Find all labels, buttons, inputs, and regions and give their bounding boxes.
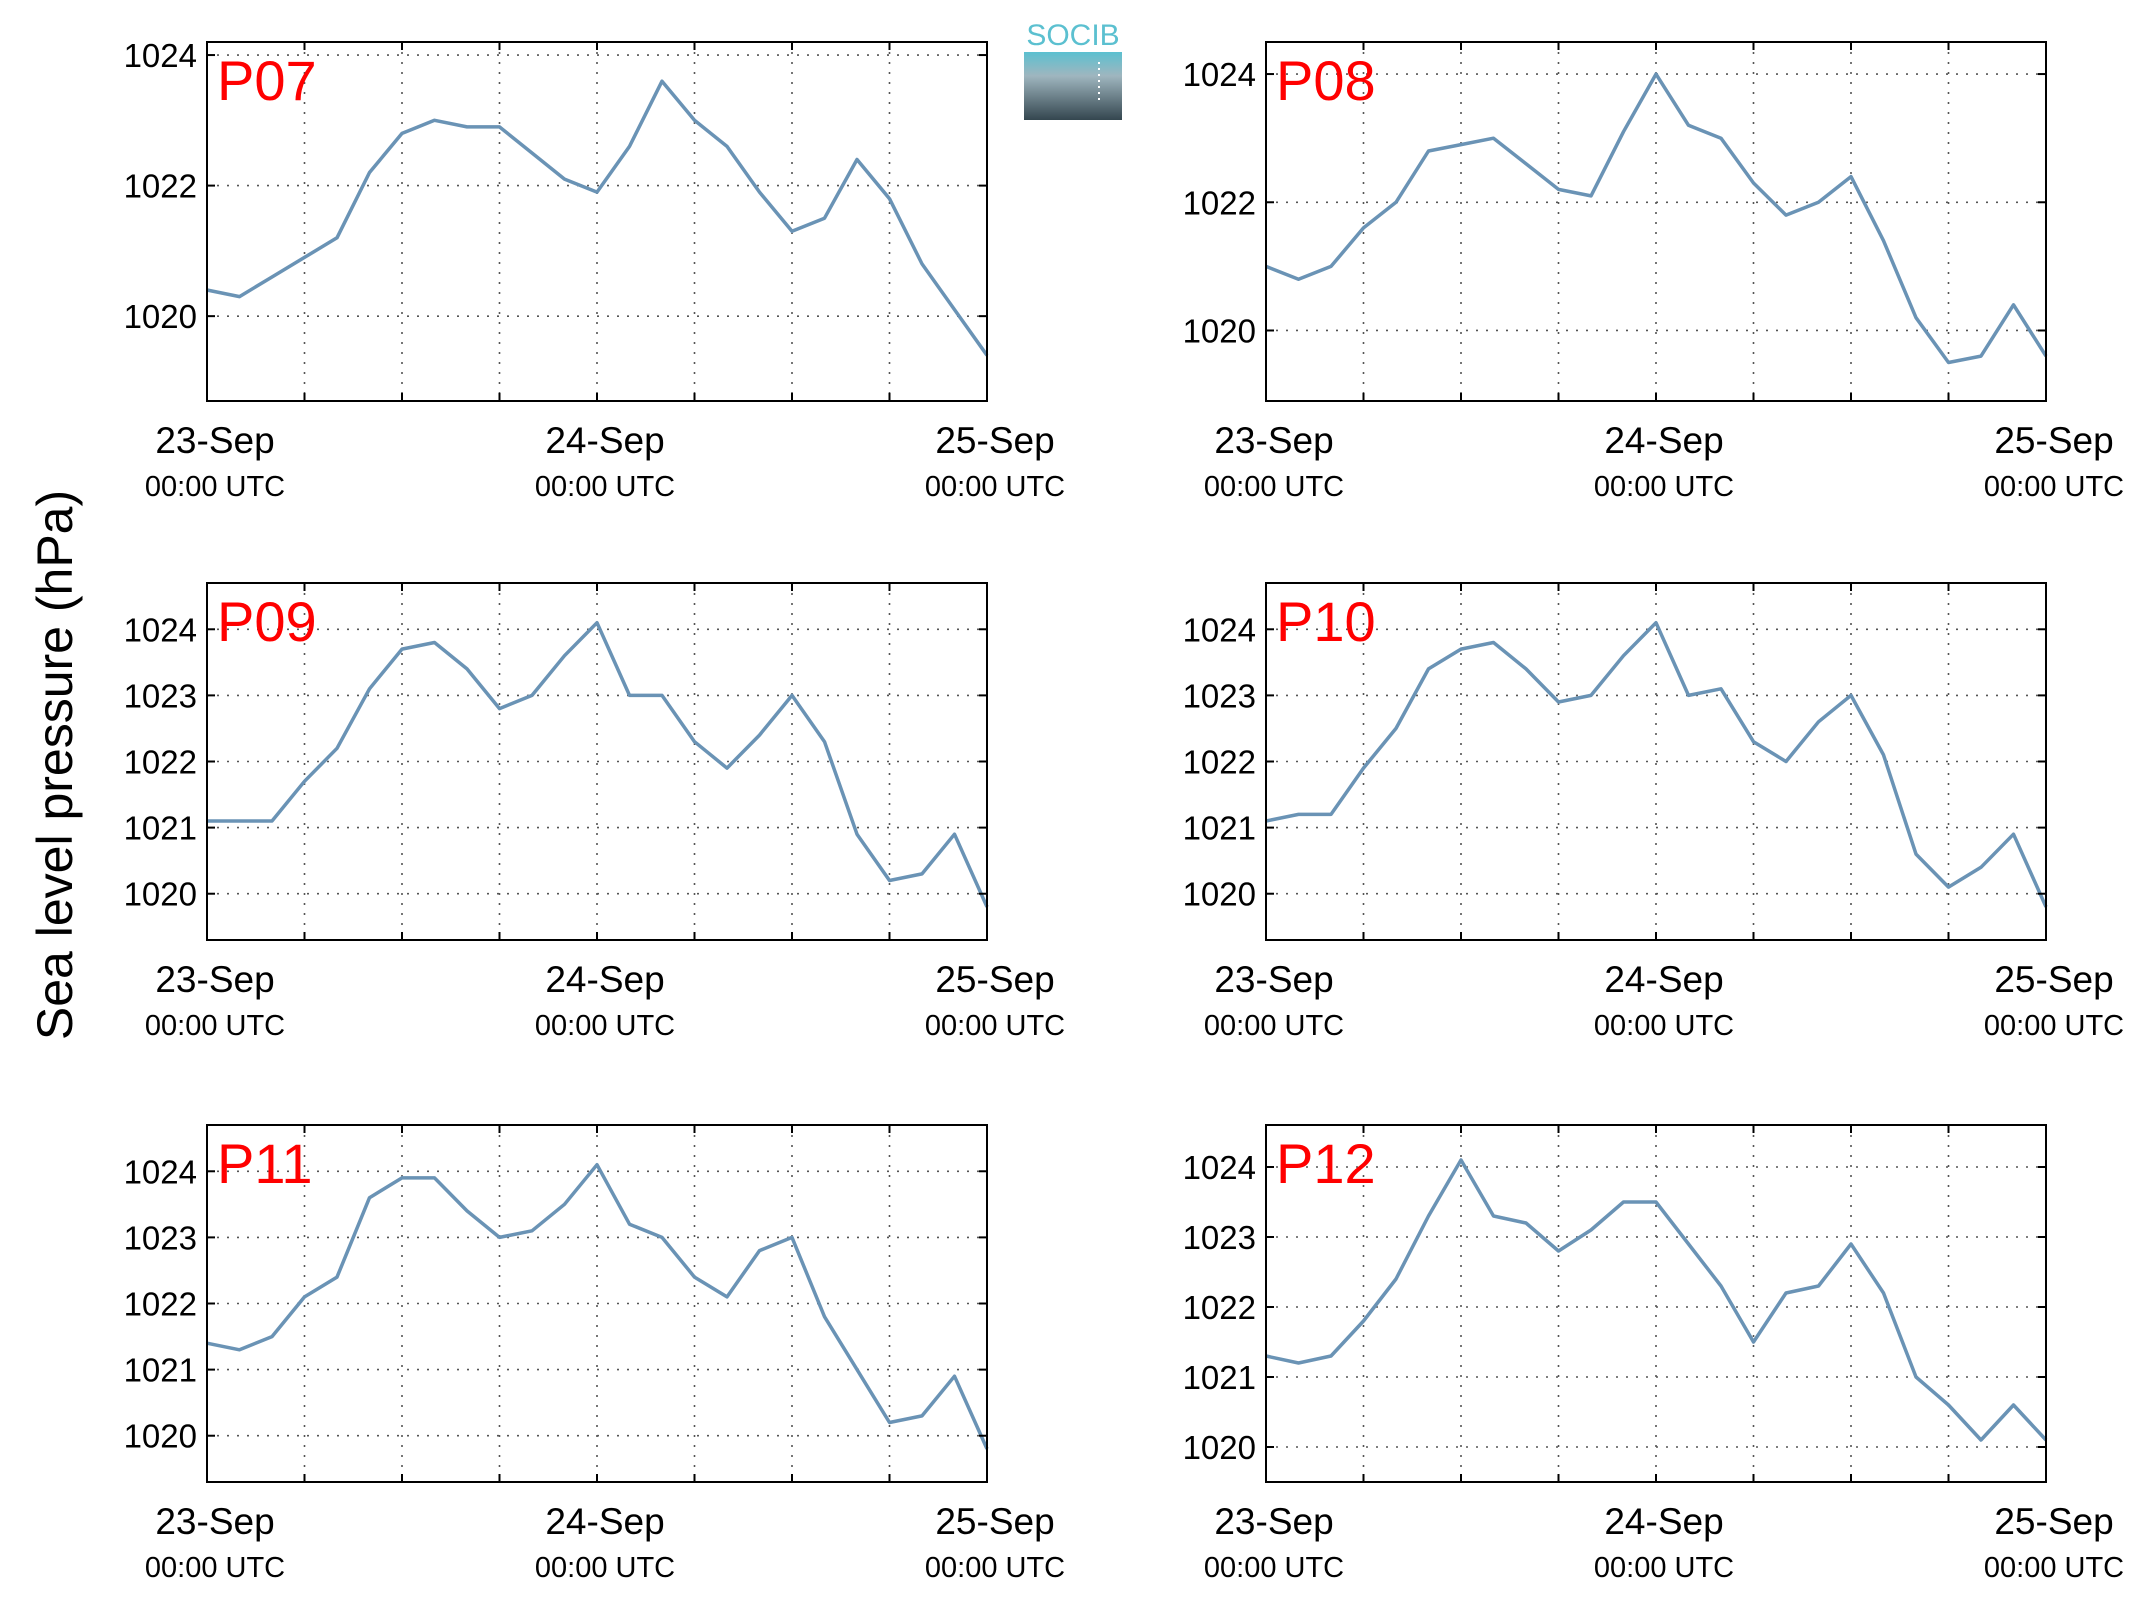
y-tick-label: 1022 xyxy=(124,1286,197,1323)
x-tick-label: 23-Sep xyxy=(1214,959,1333,1000)
x-tick-sublabel: 00:00 UTC xyxy=(1984,471,2124,503)
x-tick-sublabel: 00:00 UTC xyxy=(535,1010,675,1042)
chart-panel-p12: 1020 1021 1022 1023 1024 23-Sep 00:00 UTC 24-Se… xyxy=(1183,1124,2124,1584)
logo-block xyxy=(1024,52,1122,120)
series-line-p09 xyxy=(207,620,989,908)
y-tick-label: 1024 xyxy=(124,37,197,74)
x-tick-sublabel: 00:00 UTC xyxy=(925,471,1065,503)
y-tick-label: 1024 xyxy=(1183,56,1256,93)
y-tick-label: 1023 xyxy=(1183,1219,1256,1256)
panel-label: P09 xyxy=(217,590,317,653)
x-tick-sublabel: 00:00 UTC xyxy=(1204,1010,1344,1042)
y-axis-label: Sea level pressure (hPa) xyxy=(27,490,83,1040)
x-tick-label: 24-Sep xyxy=(545,1501,664,1542)
x-tick-label: 25-Sep xyxy=(935,420,1054,461)
y-tick-label: 1020 xyxy=(1183,312,1256,349)
panels: 1020 1022 1024 23-Sep 00:00 UTC 24-Sep 00:00 U… xyxy=(124,37,2125,1584)
panel-label: P08 xyxy=(1276,49,1376,112)
chart-panel-p07: 1020 1022 1024 23-Sep 00:00 UTC 24-Sep 00:00 U… xyxy=(124,37,1066,503)
x-tick-label: 24-Sep xyxy=(545,420,664,461)
y-tick-label: 1020 xyxy=(124,876,197,913)
y-tick-label: 1022 xyxy=(1183,744,1256,781)
axes-box xyxy=(206,41,988,402)
y-tick-label: 1020 xyxy=(124,298,197,335)
x-tick-sublabel: 00:00 UTC xyxy=(145,1010,285,1042)
axes-box xyxy=(1265,1124,2047,1483)
x-tick-label: 24-Sep xyxy=(1604,1501,1723,1542)
panel-label: P12 xyxy=(1276,1132,1376,1195)
series-line-p08 xyxy=(1265,72,2048,365)
x-tick-label: 23-Sep xyxy=(1214,420,1333,461)
x-tick-sublabel: 00:00 UTC xyxy=(1594,471,1734,503)
y-tick-label: 1024 xyxy=(124,611,197,648)
x-tick-label: 24-Sep xyxy=(1604,959,1723,1000)
panel-label: P10 xyxy=(1276,590,1376,653)
x-tick-sublabel: 00:00 UTC xyxy=(145,1552,285,1584)
y-tick-label: 1023 xyxy=(124,677,197,714)
x-tick-label: 25-Sep xyxy=(1994,420,2113,461)
y-tick-label: 1020 xyxy=(1183,876,1256,913)
x-tick-sublabel: 00:00 UTC xyxy=(925,1552,1065,1584)
y-tick-label: 1021 xyxy=(124,1352,197,1389)
y-tick-label: 1022 xyxy=(124,744,197,781)
x-tick-label: 23-Sep xyxy=(155,959,274,1000)
y-tick-label: 1024 xyxy=(124,1153,197,1190)
series-line-p07 xyxy=(206,79,989,357)
axes-box xyxy=(1265,41,2047,402)
y-tick-label: 1021 xyxy=(1183,1359,1256,1396)
y-tick-label: 1022 xyxy=(1183,1289,1256,1326)
x-tick-label: 25-Sep xyxy=(935,959,1054,1000)
x-tick-sublabel: 00:00 UTC xyxy=(145,471,285,503)
socib-logo: SOCIB xyxy=(1024,19,1122,120)
x-tick-label: 23-Sep xyxy=(155,1501,274,1542)
x-tick-sublabel: 00:00 UTC xyxy=(1204,471,1344,503)
y-tick-label: 1023 xyxy=(1183,677,1256,714)
x-tick-sublabel: 00:00 UTC xyxy=(1594,1010,1734,1042)
panel-label: P11 xyxy=(217,1132,312,1195)
x-tick-sublabel: 00:00 UTC xyxy=(1594,1552,1734,1584)
y-tick-label: 1021 xyxy=(1183,810,1256,847)
series-line-p12 xyxy=(1265,1158,2048,1442)
x-tick-label: 25-Sep xyxy=(1994,1501,2113,1542)
chart-panel-p09: 1020 1021 1022 1023 1024 23-Sep 00:00 UTC 24-Se… xyxy=(124,582,1065,1042)
x-tick-sublabel: 00:00 UTC xyxy=(535,1552,675,1584)
series-line-p11 xyxy=(206,1162,989,1450)
y-tick-label: 1022 xyxy=(1183,184,1256,221)
y-tick-label: 1024 xyxy=(1183,1149,1256,1186)
x-tick-sublabel: 00:00 UTC xyxy=(1204,1552,1344,1584)
x-tick-label: 24-Sep xyxy=(1604,420,1723,461)
logo-text: SOCIB xyxy=(1026,19,1119,52)
y-tick-label: 1020 xyxy=(124,1418,197,1455)
series-line-p10 xyxy=(1265,620,2048,908)
x-tick-sublabel: 00:00 UTC xyxy=(1984,1010,2124,1042)
x-tick-sublabel: 00:00 UTC xyxy=(535,471,675,503)
x-tick-label: 24-Sep xyxy=(545,959,664,1000)
chart-panel-p10: 1020 1021 1022 1023 1024 23-Sep 00:00 UTC 24-Se… xyxy=(1183,582,2124,1042)
x-tick-sublabel: 00:00 UTC xyxy=(925,1010,1065,1042)
panel-label: P07 xyxy=(217,49,317,112)
chart-panel-p11: 1020 1021 1022 1023 1024 23-Sep 00:00 UTC 24-Se… xyxy=(124,1124,1065,1584)
y-tick-label: 1023 xyxy=(124,1219,197,1256)
chart-panel-p08: 1020 1022 1024 23-Sep 00:00 UTC 24-Sep 00:00 U… xyxy=(1183,41,2124,503)
x-tick-label: 23-Sep xyxy=(1214,1501,1333,1542)
x-tick-label: 23-Sep xyxy=(155,420,274,461)
y-tick-label: 1021 xyxy=(124,810,197,847)
x-tick-label: 25-Sep xyxy=(1994,959,2113,1000)
x-tick-sublabel: 00:00 UTC xyxy=(1984,1552,2124,1584)
y-tick-label: 1024 xyxy=(1183,611,1256,648)
y-tick-label: 1020 xyxy=(1183,1429,1256,1466)
x-tick-label: 25-Sep xyxy=(935,1501,1054,1542)
y-tick-label: 1022 xyxy=(124,168,197,205)
